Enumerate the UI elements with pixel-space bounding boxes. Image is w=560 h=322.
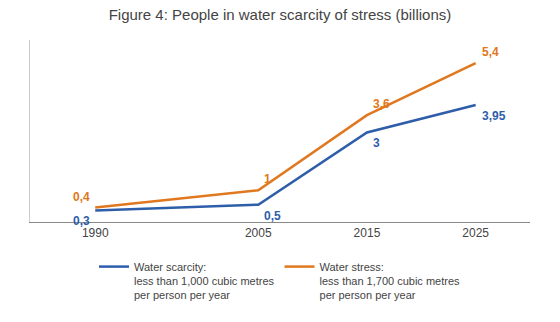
- svg-text:3: 3: [373, 136, 380, 150]
- svg-text:2005: 2005: [245, 226, 272, 240]
- svg-text:0,4: 0,4: [73, 190, 90, 204]
- svg-text:Water stress:less than 1,700 c: Water stress:less than 1,700 cubic metre…: [320, 261, 461, 302]
- svg-text:Figure 4: People in water scar: Figure 4: People in water scarcity of st…: [109, 6, 452, 23]
- svg-text:0,3: 0,3: [73, 214, 90, 228]
- svg-text:2015: 2015: [354, 226, 381, 240]
- svg-text:1990: 1990: [82, 226, 109, 240]
- svg-text:Water scarcity:less than 1,000: Water scarcity:less than 1,000 cubic met…: [134, 261, 275, 302]
- svg-text:5,4: 5,4: [482, 45, 499, 59]
- svg-text:3,95: 3,95: [482, 109, 506, 123]
- svg-text:2025: 2025: [462, 226, 489, 240]
- svg-text:0,5: 0,5: [264, 209, 281, 223]
- svg-text:3,6: 3,6: [373, 97, 390, 111]
- svg-text:1: 1: [264, 172, 271, 186]
